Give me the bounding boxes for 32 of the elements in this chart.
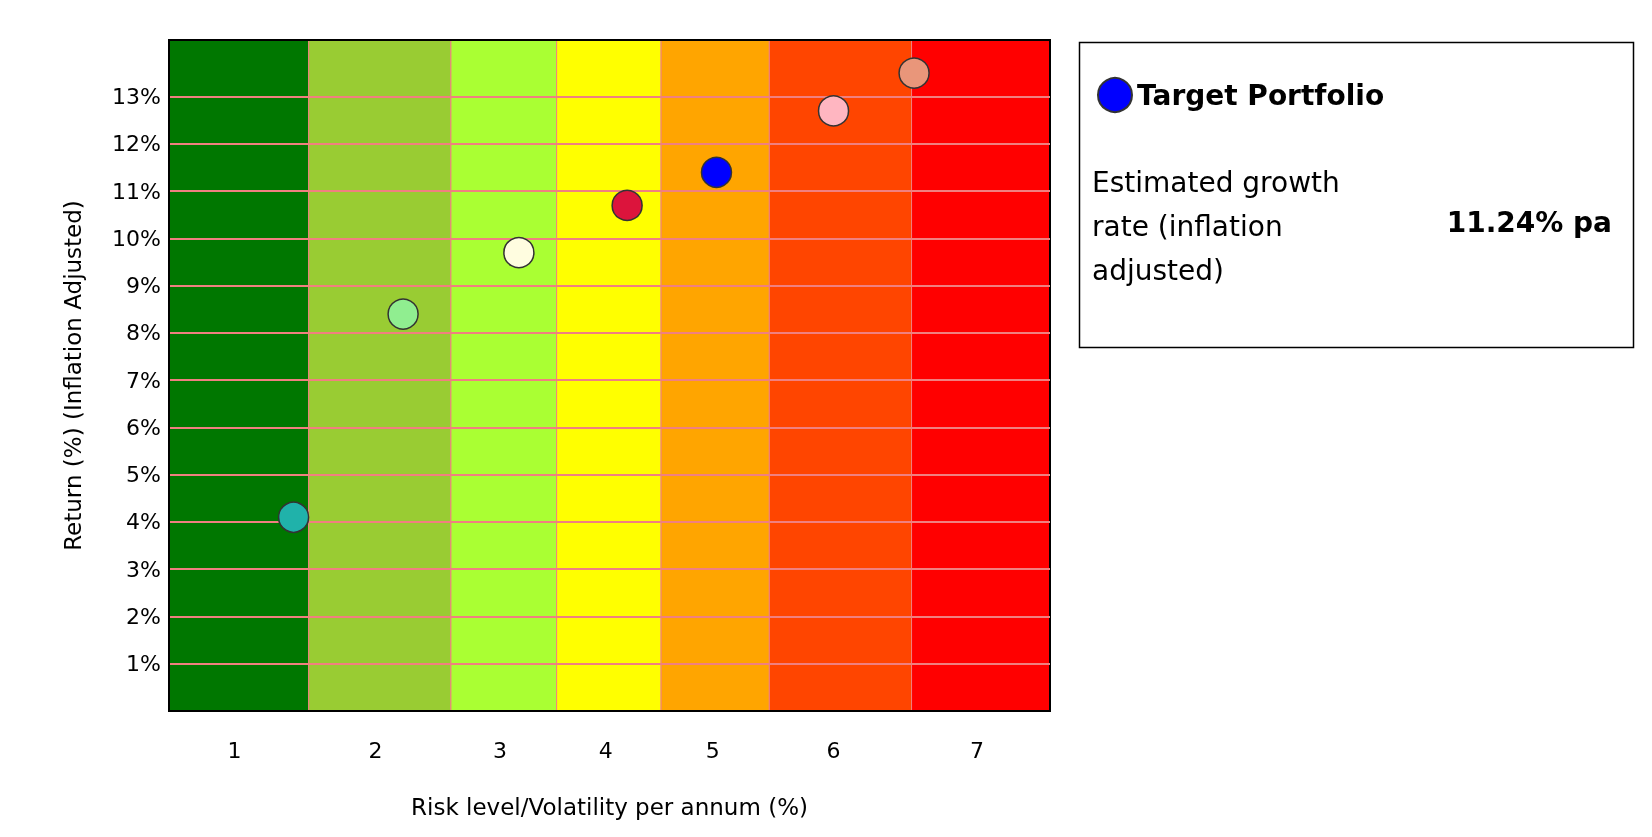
y-axis-title: Return (%) (Inflation Adjusted) <box>59 200 86 551</box>
point <box>700 156 733 189</box>
x-tick-label: 4 <box>598 737 613 763</box>
x-tick-label: 2 <box>368 737 383 763</box>
y-tick-label: 10% <box>112 225 161 251</box>
y-tick-label: 4% <box>126 509 161 535</box>
y-tick-label: 13% <box>112 84 161 110</box>
point <box>503 236 535 269</box>
y-tick-label: 6% <box>126 414 161 440</box>
y-tick-label: 7% <box>126 367 161 393</box>
y-tick-label: 1% <box>126 651 161 677</box>
x-tick-label: 5 <box>705 737 720 763</box>
x-axis-title: Risk level/Volatility per annum (%) <box>411 793 808 820</box>
y-tick-label: 2% <box>126 603 161 629</box>
point <box>611 189 643 222</box>
text: 11.24% pa <box>1446 205 1613 239</box>
point <box>817 95 850 127</box>
text: Estimated growth rate (inflation adjusted) <box>1092 165 1349 287</box>
x-tick-label: 7 <box>970 737 984 763</box>
y-tick-label: 5% <box>126 462 161 488</box>
point <box>898 57 930 89</box>
point <box>387 298 419 330</box>
legend-label: Target Portfolio <box>1137 78 1385 112</box>
y-tick-label: 9% <box>126 273 161 299</box>
point <box>277 501 310 533</box>
y-tick-label: 12% <box>112 131 161 157</box>
x-tick-label: 6 <box>826 737 841 763</box>
y-tick-label: 8% <box>126 320 161 346</box>
x-tick-label: 3 <box>493 737 507 763</box>
y-tick-label: 3% <box>126 556 161 582</box>
y-tick-label: 11% <box>112 178 161 204</box>
x-tick-label: 1 <box>227 737 242 763</box>
